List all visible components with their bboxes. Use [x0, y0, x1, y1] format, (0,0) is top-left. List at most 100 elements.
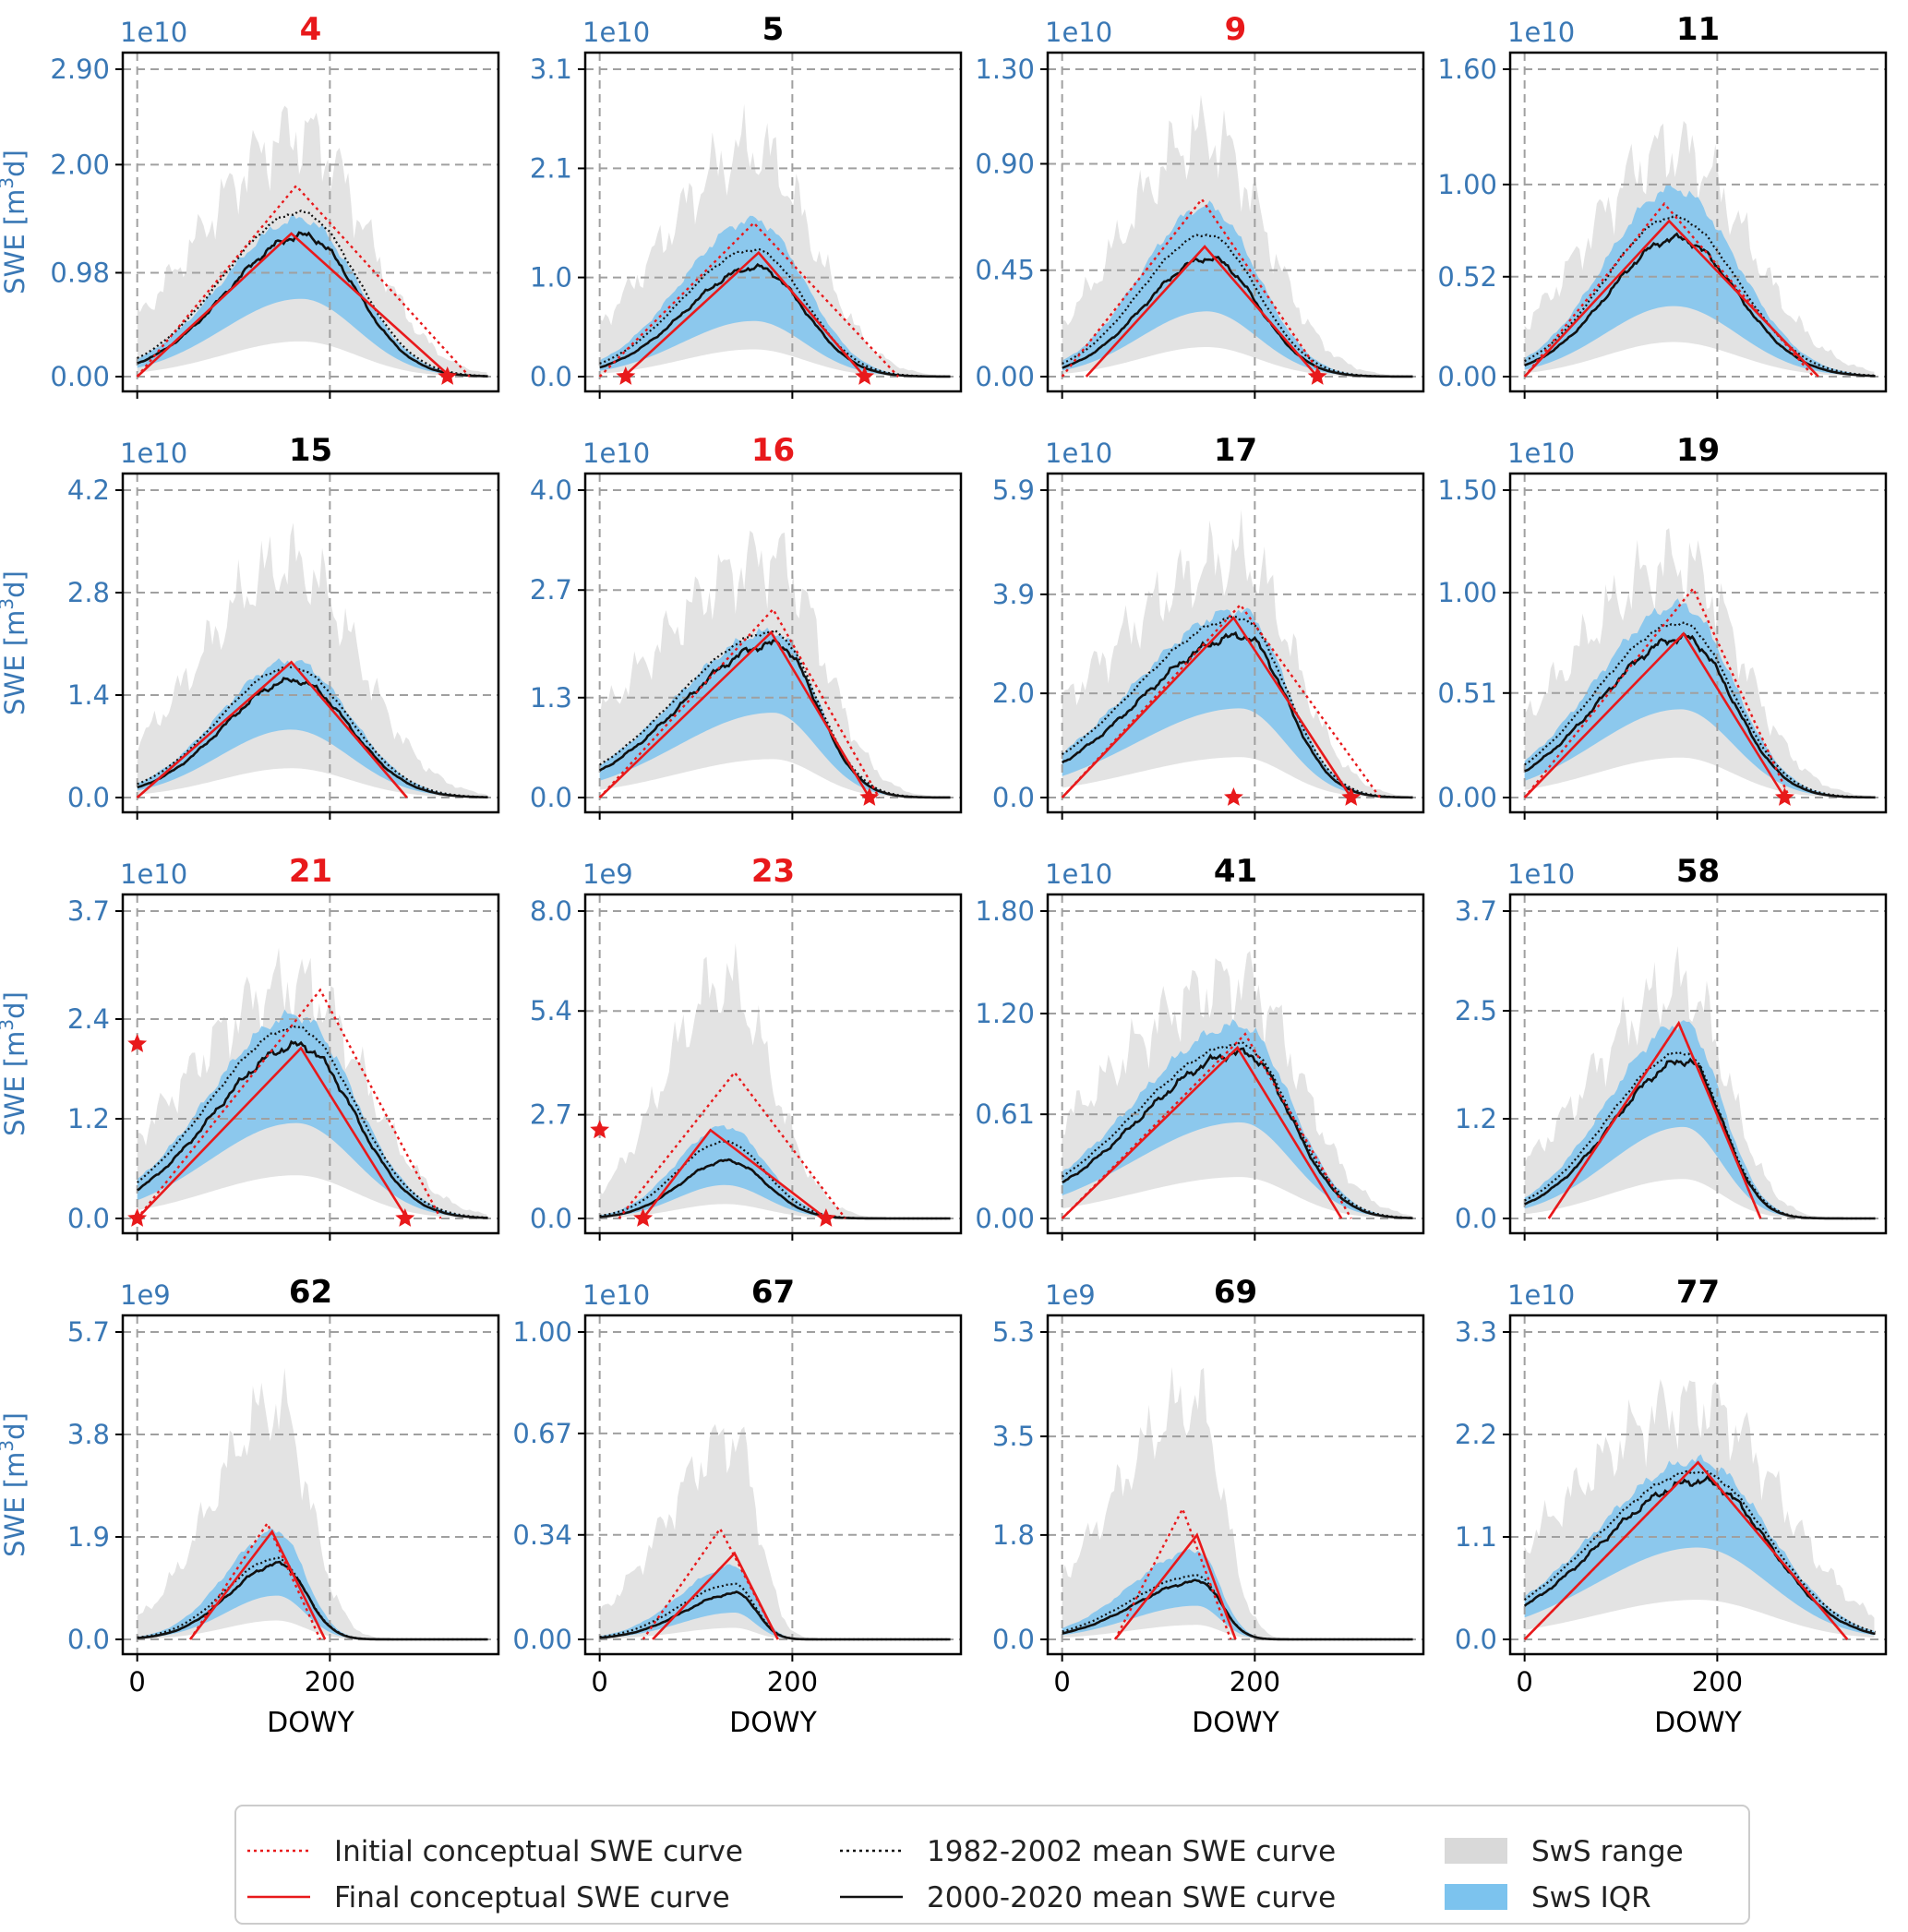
mean-2000-2020-line [1062, 1047, 1413, 1219]
final-conceptual-line [136, 232, 451, 378]
panel-title: 41 [1214, 853, 1257, 890]
panel-title: 11 [1676, 11, 1720, 48]
legend-label: 2000-2020 mean SWE curve [927, 1881, 1336, 1914]
final-conceptual-line [598, 630, 870, 798]
x-tick-label: 0 [591, 1666, 607, 1698]
event-star-marker [816, 1208, 836, 1227]
mean-2000-2020-line [1062, 256, 1413, 378]
panel-77: 0.0 1.1 2.2 3.3 0 200 1e10 77 DOWY [1455, 1274, 1888, 1739]
plot-frame [1508, 893, 1888, 1235]
plot-frame [583, 472, 963, 814]
panel-23: 0.0 2.7 5.4 8.0 1e9 23 [530, 853, 963, 1241]
event-star-marker [127, 1034, 148, 1052]
initial-conceptual-line [136, 184, 471, 378]
y-tick-label: 2.00 [50, 149, 110, 180]
y-tick-label: 4.2 [67, 474, 110, 506]
panel-4: 0.00 0.98 2.00 2.90 1e10 4 SWE [m3d] [0, 11, 500, 399]
y-tick-label: 2.2 [1455, 1419, 1497, 1450]
y-tick-label: 0.00 [1437, 361, 1497, 392]
event-star-marker [859, 787, 880, 806]
panel-title: 77 [1676, 1274, 1720, 1311]
scale-label: 1e10 [120, 17, 187, 48]
scale-label: 1e9 [582, 858, 633, 890]
y-tick-label: 2.0 [992, 678, 1035, 709]
y-tick-label: 0.0 [530, 361, 572, 392]
y-tick-label: 1.00 [512, 1316, 572, 1348]
y-tick-label: 5.9 [992, 474, 1035, 506]
panel-16: 0.0 1.3 2.7 4.0 1e10 16 [530, 432, 963, 820]
y-tick-label: 1.00 [1437, 577, 1497, 608]
sws-iqr-band [1524, 183, 1875, 377]
y-axis-label: SWE [m3d] [0, 1412, 30, 1557]
sws-iqr-band [137, 1009, 487, 1218]
x-axis-label: DOWY [729, 1707, 817, 1739]
y-tick-label: 3.7 [1455, 895, 1497, 927]
sws-iqr-band [1062, 607, 1412, 798]
y-tick-label: 1.80 [975, 895, 1035, 927]
sws-iqr-band [599, 215, 950, 377]
panel-21: 0.0 1.2 2.4 3.7 1e10 21 SWE [m3d] [0, 853, 500, 1241]
y-tick-label: 1.50 [1437, 474, 1497, 506]
final-conceptual-line [136, 660, 408, 798]
y-axis-label: SWE [m3d] [0, 150, 30, 294]
y-tick-label: 0.00 [512, 1624, 572, 1655]
scale-label: 1e10 [1507, 438, 1575, 469]
panel-67: 0.00 0.34 0.67 1.00 0 200 1e10 67 DOWY [512, 1274, 963, 1739]
mean-1982-2002-line [599, 247, 951, 378]
scale-label: 1e9 [120, 1279, 171, 1311]
x-tick-label: 200 [305, 1666, 355, 1698]
sws-iqr-band [1524, 598, 1875, 798]
y-tick-label: 0.45 [975, 255, 1035, 286]
event-star-marker [1307, 366, 1327, 385]
y-tick-label: 2.8 [67, 577, 110, 608]
panel-title: 58 [1676, 853, 1720, 890]
event-star-marker [1775, 787, 1794, 806]
mean-2000-2020-line [137, 1039, 488, 1219]
event-star-marker [855, 366, 875, 385]
legend-box [234, 1805, 1750, 1925]
panel-5: 0.0 1.0 2.1 3.1 1e10 5 [530, 11, 963, 399]
y-tick-label: 0.34 [512, 1519, 572, 1551]
x-tick-label: 200 [1230, 1666, 1280, 1698]
panel-41: 0.00 0.61 1.20 1.80 1e10 41 [975, 853, 1425, 1241]
y-tick-label: 2.1 [530, 152, 572, 184]
panel-title: 15 [289, 432, 332, 469]
panel-title: 21 [289, 853, 332, 890]
y-tick-label: 1.2 [67, 1103, 110, 1134]
y-tick-label: 8.0 [530, 895, 572, 927]
mean-1982-2002-line [599, 1582, 951, 1641]
panel-title: 17 [1214, 432, 1257, 469]
legend-label: Initial conceptual SWE curve [334, 1835, 743, 1868]
plot-frame [121, 472, 500, 814]
final-conceptual-line [1061, 1045, 1343, 1219]
plot-frame [583, 51, 963, 393]
y-tick-label: 0.0 [1455, 1203, 1497, 1234]
x-tick-label: 200 [1692, 1666, 1743, 1698]
event-star-marker [1224, 787, 1243, 806]
legend-swatch [1445, 1838, 1507, 1864]
final-conceptual-line [622, 250, 866, 378]
scale-label: 1e10 [1045, 438, 1112, 469]
legend-item-range: SwS range [1445, 1835, 1684, 1868]
panel-15: 0.0 1.4 2.8 4.2 1e10 15 SWE [m3d] [0, 432, 500, 820]
scale-label: 1e10 [1507, 1279, 1575, 1311]
mean-1982-2002-line [1524, 620, 1876, 798]
panel-11: 0.00 0.52 1.00 1.60 1e10 11 [1437, 11, 1888, 399]
final-conceptual-line [1547, 1020, 1762, 1219]
plot-frame [1046, 51, 1425, 393]
scale-label: 1e10 [1507, 17, 1575, 48]
panel-9: 0.00 0.45 0.90 1.30 1e10 9 [975, 11, 1425, 399]
x-axis-label: DOWY [267, 1707, 354, 1739]
final-conceptual-line [136, 1046, 408, 1219]
mean-1982-2002-line [136, 1024, 488, 1219]
y-tick-label: 0.98 [50, 257, 110, 288]
y-tick-label: 0.00 [50, 361, 110, 392]
final-conceptual-line [642, 1128, 827, 1220]
y-tick-label: 5.3 [992, 1316, 1035, 1348]
initial-conceptual-line [1061, 603, 1382, 798]
sws-iqr-band [1524, 1020, 1875, 1218]
sws-iqr-band [137, 214, 487, 377]
y-tick-label: 3.9 [992, 579, 1035, 610]
final-conceptual-line [1523, 219, 1819, 378]
panel-title: 5 [762, 11, 785, 48]
